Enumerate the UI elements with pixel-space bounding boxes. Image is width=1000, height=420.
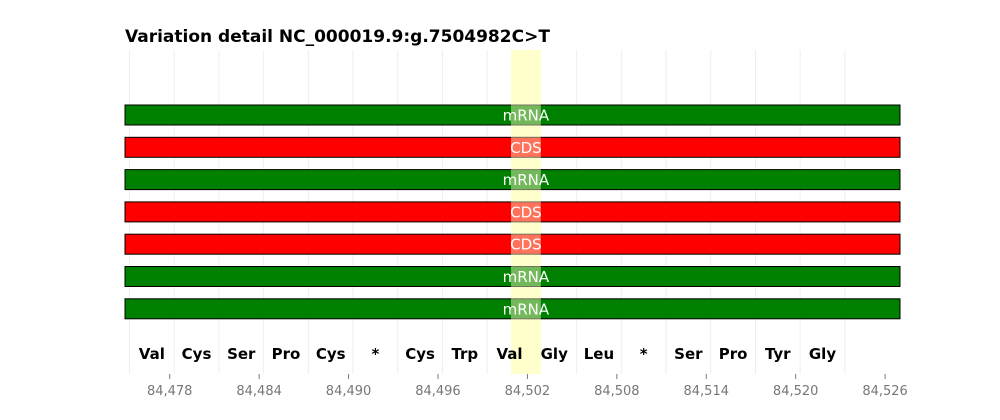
amino-acid-12: Ser — [674, 345, 703, 363]
amino-acid-6: Cys — [405, 345, 435, 363]
track-bar-cds-3[interactable] — [124, 201, 901, 223]
amino-acid-7: Trp — [451, 345, 478, 363]
track-label-2: mRNA — [503, 171, 550, 189]
variant-highlight-layer — [511, 50, 541, 374]
amino-acid-15: Gly — [809, 345, 836, 363]
x-tick-label-6: 84,514 — [684, 384, 730, 399]
variant-highlight — [511, 50, 541, 374]
amino-acid-10: Leu — [584, 345, 614, 363]
x-tick-label-2: 84,490 — [326, 384, 372, 399]
x-tick-label-7: 84,520 — [773, 384, 819, 399]
amino-acid-4: Cys — [316, 345, 346, 363]
amino-acid-3: Pro — [272, 345, 301, 363]
amino-acid-13: Pro — [719, 345, 748, 363]
amino-acid-2: Ser — [227, 345, 256, 363]
track-bar-cds-1[interactable] — [124, 136, 901, 158]
amino-acid-1: Cys — [182, 345, 212, 363]
amino-acid-row: Val Cys Ser Pro Cys * Cys Trp Val Gly Leu * Ser Pro Ty… — [139, 345, 837, 363]
feature-track-labels: mRNA CDS mRNA CDS CDS mRNA mRNA — [503, 107, 550, 319]
x-tick-label-5: 84,508 — [594, 384, 640, 399]
x-tick-label-0: 84,478 — [147, 384, 193, 399]
x-tick-label-4: 84,502 — [505, 384, 551, 399]
track-label-0: mRNA — [503, 107, 550, 125]
x-axis: 84,478 84,484 84,490 84,496 84,502 84,508 84,5… — [147, 374, 908, 399]
chart-title: Variation detail NC_000019.9:g.7504982C>… — [125, 27, 550, 47]
track-label-4: CDS — [510, 236, 542, 254]
track-bar-mrna-5[interactable] — [124, 266, 901, 287]
track-bar-mrna-2[interactable] — [124, 169, 901, 191]
amino-acid-11: * — [640, 345, 648, 363]
x-tick-label-1: 84,484 — [236, 384, 282, 399]
amino-acid-9: Gly — [541, 345, 568, 363]
track-bar-mrna-0[interactable] — [124, 104, 901, 126]
track-label-1: CDS — [510, 139, 542, 157]
amino-acid-8: Val — [496, 345, 522, 363]
amino-acid-14: Tyr — [765, 345, 791, 363]
feature-tracks — [124, 104, 901, 320]
track-label-5: mRNA — [503, 268, 550, 286]
track-label-6: mRNA — [503, 300, 550, 318]
track-label-3: CDS — [510, 203, 542, 221]
x-tick-label-3: 84,496 — [415, 384, 461, 399]
amino-acid-5: * — [371, 345, 379, 363]
amino-acid-0: Val — [139, 345, 165, 363]
x-tick-label-8: 84,526 — [862, 384, 908, 399]
track-bar-cds-4[interactable] — [124, 233, 901, 255]
track-bar-mrna-6[interactable] — [124, 298, 901, 320]
